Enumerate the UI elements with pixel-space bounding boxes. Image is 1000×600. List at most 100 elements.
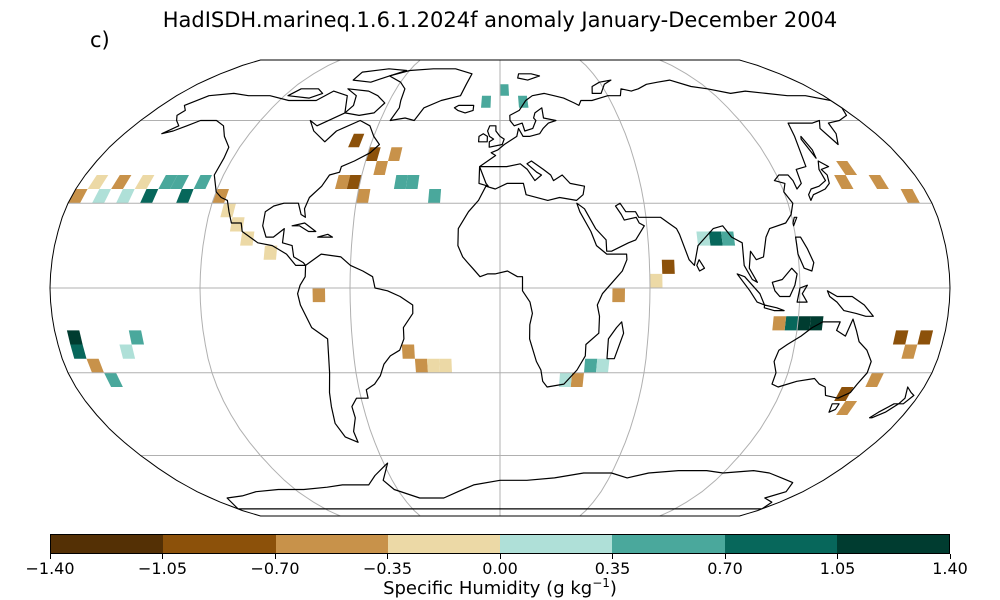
colorbar-bin <box>612 535 725 553</box>
anomaly-cell <box>229 217 245 232</box>
coastline-cuba <box>291 222 317 233</box>
coastline-hispaniola <box>317 233 334 238</box>
colorbar-tick-label: −1.40 <box>25 559 75 578</box>
coastline-new-guinea <box>826 290 874 317</box>
anomaly-cell <box>346 175 362 189</box>
coastline-tasmania <box>828 403 840 413</box>
anomaly-cell <box>356 189 371 204</box>
colorbar-tick <box>49 554 51 559</box>
anomaly-cell <box>66 330 83 345</box>
anomaly-cell <box>140 189 159 204</box>
coastline-borneo <box>771 267 798 298</box>
anomaly-cell <box>428 189 442 204</box>
anomaly-cell <box>263 245 278 260</box>
colorbar-bin <box>275 535 388 553</box>
anomaly-cell <box>612 288 625 303</box>
coastline-sri-lanka <box>696 259 706 272</box>
anomaly-cell <box>797 316 812 331</box>
coastline-philippines <box>794 236 815 272</box>
anomaly-cell <box>500 84 509 96</box>
coastline-greenland <box>388 68 473 122</box>
anomaly-cell <box>158 175 178 189</box>
colorbar-tick <box>387 554 388 559</box>
anomaly-cell <box>584 358 598 373</box>
world-map <box>49 59 951 517</box>
colorbar-bin <box>836 535 949 553</box>
colorbar-tick <box>612 554 613 559</box>
anomaly-cell <box>116 189 135 204</box>
colorbar-label: Specific Humidity (g kg−1) <box>0 576 1000 599</box>
anomaly-cell <box>414 358 428 373</box>
anomaly-cell <box>393 175 408 189</box>
coastline-antarctica <box>226 462 794 510</box>
colorbar-bin <box>163 535 276 553</box>
gridlines <box>50 60 950 516</box>
coastline-svalbard <box>517 73 541 81</box>
anomaly-cell <box>134 175 155 189</box>
anomaly-cell <box>570 372 584 387</box>
anomaly-cell <box>170 175 189 189</box>
anomaly-cell <box>365 147 381 161</box>
colorbar-tick-label: −1.05 <box>137 559 188 578</box>
coastline-baffin-island <box>344 88 386 117</box>
coastline-novaya-zemlya <box>591 79 612 95</box>
coastline-ellesmere <box>352 68 408 83</box>
anomaly-cell <box>558 372 572 387</box>
colorbar-tick-label: 1.40 <box>932 559 968 578</box>
anomaly-cell <box>111 175 132 189</box>
colorbar-bin <box>724 535 837 553</box>
colorbar-tick-label: 0.00 <box>482 559 518 578</box>
anomaly-cell <box>373 161 388 175</box>
colorbar-tick-label: 0.35 <box>594 559 631 578</box>
colorbar-label-exponent: −1 <box>592 576 610 590</box>
coastline-australia <box>771 318 872 399</box>
coastline-south-america <box>297 253 414 443</box>
colorbar-tick <box>499 554 501 559</box>
anomaly-cell <box>388 147 403 161</box>
coastline-japan <box>807 160 830 201</box>
colorbar-label-suffix: ) <box>609 578 617 599</box>
anomaly-cell <box>68 189 88 204</box>
anomaly-cell <box>868 175 889 189</box>
colorbar-label-text: Specific Humidity (g kg <box>383 578 593 599</box>
colorbar-bin <box>500 535 613 553</box>
colorbar-tick-label: −0.70 <box>250 559 300 578</box>
anomaly-cell <box>128 330 144 345</box>
anomaly-cell <box>312 288 326 303</box>
anomaly-cell <box>661 259 675 274</box>
coastline-victoria-island <box>287 88 324 99</box>
anomaly-cell <box>92 189 112 204</box>
coastlines <box>161 68 915 510</box>
anomaly-cell <box>401 344 415 359</box>
colorbar-tick-label: 0.70 <box>707 559 743 578</box>
coastline-sulawesi <box>796 284 809 303</box>
anomaly-cell <box>119 344 136 359</box>
coastline-madagascar <box>606 321 625 360</box>
colorbar-bin <box>51 535 164 553</box>
anomaly-cell <box>901 344 918 359</box>
anomaly-cell <box>335 175 351 189</box>
anomaly-cell <box>836 161 858 175</box>
colorbar <box>50 534 950 554</box>
colorbar-bin <box>387 535 500 553</box>
anomaly-cell <box>900 189 920 204</box>
anomaly-cell <box>104 372 123 387</box>
anomaly-cell <box>596 358 610 373</box>
anomaly-cell <box>193 175 212 189</box>
anomaly-cells-layer <box>66 84 934 415</box>
coastline-north-america <box>161 90 380 266</box>
anomaly-cell <box>649 273 663 288</box>
coastline-java <box>763 304 785 312</box>
coastline-new-zealand-south <box>868 403 900 419</box>
anomaly-cell <box>708 231 723 246</box>
coastline-new-zealand-north <box>898 386 915 405</box>
anomaly-cell <box>240 231 255 246</box>
colorbar-tick <box>949 554 951 559</box>
coastline-africa-eurasia <box>457 79 848 388</box>
anomaly-cell <box>834 387 854 401</box>
anomaly-cell <box>405 175 420 189</box>
map-title: HadISDH.marineq.1.6.1.2024f anomaly Janu… <box>162 8 838 32</box>
anomaly-cell <box>439 358 452 373</box>
anomaly-cell <box>892 330 909 345</box>
anomaly-cell <box>176 189 194 204</box>
